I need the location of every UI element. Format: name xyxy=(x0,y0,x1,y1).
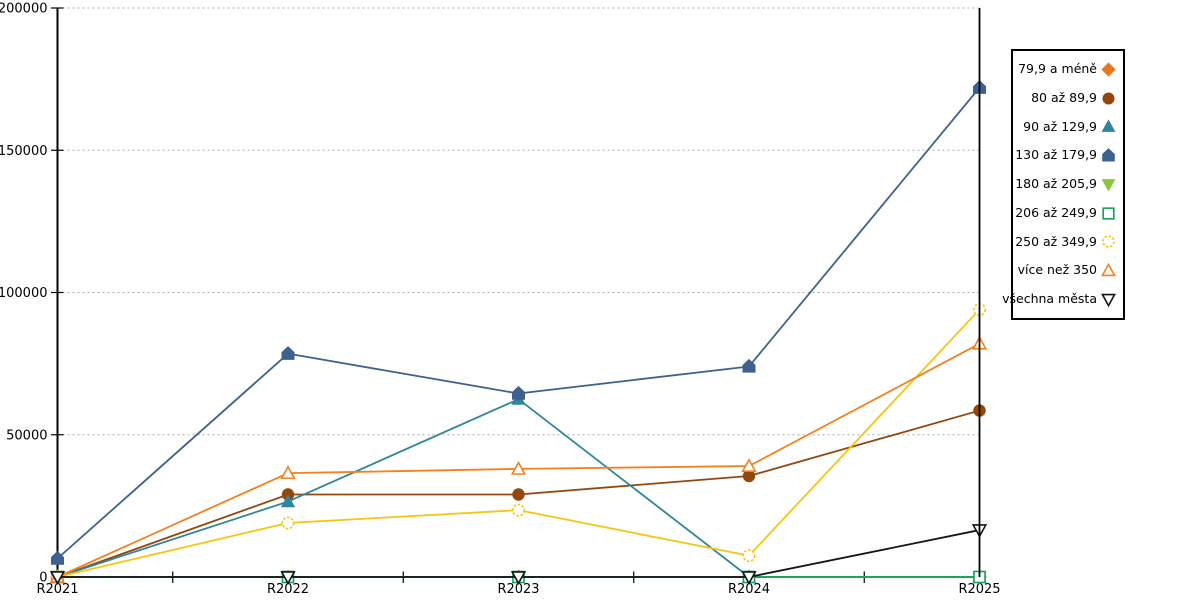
data-point-marker xyxy=(49,571,66,585)
legend-item: 250 až 349,9 xyxy=(1015,233,1116,249)
x-axis-label: R2022 xyxy=(267,582,309,597)
triangle-up-marker-icon xyxy=(1101,263,1116,277)
diamond-marker-icon xyxy=(1101,62,1116,77)
circle-marker-icon xyxy=(1102,235,1115,249)
data-point-marker xyxy=(511,503,525,517)
legend-marker-shape xyxy=(1101,263,1116,277)
chart-legend: 79,9 a méně 80 až 89,9 90 až 129,9 130 až 1… xyxy=(1002,49,1125,320)
circle-marker-icon xyxy=(1102,92,1115,105)
square-marker-icon xyxy=(1102,207,1115,220)
legend-item-label: 250 až 349,9 xyxy=(1015,233,1097,249)
legend-item-label: 130 až 179,9 xyxy=(1015,147,1097,163)
legend-item-label: 79,9 a méně xyxy=(1018,61,1097,77)
y-axis-label: 100000 xyxy=(0,286,48,301)
pentagon-marker-icon xyxy=(1102,148,1115,162)
y-axis-label: 150000 xyxy=(0,144,48,159)
legend-item: více než 350 xyxy=(1017,263,1116,278)
triangle-down-marker-icon xyxy=(1101,293,1116,307)
legend-marker-shape xyxy=(1101,293,1116,307)
data-point-marker xyxy=(512,385,525,400)
series-line xyxy=(57,342,980,578)
legend-marker-shape xyxy=(1101,119,1116,133)
legend-item-label: 90 až 129,9 xyxy=(1023,118,1097,134)
legend-item-label: více než 350 xyxy=(1017,262,1097,278)
y-axis-label: 200000 xyxy=(0,2,48,17)
legend-item-label: 80 až 89,9 xyxy=(1031,89,1097,105)
data-point-marker xyxy=(51,550,64,565)
legend-marker-shape xyxy=(1102,148,1115,162)
triangle-up-marker-icon xyxy=(1101,119,1116,133)
y-axis-label: 0 xyxy=(39,571,47,586)
data-point-marker xyxy=(280,465,296,480)
legend-item-label: 206 až 249,9 xyxy=(1015,204,1097,220)
x-axis-label: R2024 xyxy=(728,582,770,597)
data-point-marker xyxy=(742,358,756,373)
data-point-marker xyxy=(742,469,756,483)
series-line xyxy=(57,308,981,578)
x-axis-label: R2025 xyxy=(958,582,1000,597)
data-point-marker xyxy=(512,488,525,501)
data-point-marker xyxy=(510,460,527,475)
x-axis-label: R2021 xyxy=(36,582,78,597)
legend-item-label: 180 až 205,9 xyxy=(1015,176,1097,192)
legend-item: 180 až 205,9 xyxy=(1015,176,1116,192)
x-axis-label: R2023 xyxy=(497,582,539,597)
legend-item-label: všechna města xyxy=(1002,291,1097,307)
data-point-marker xyxy=(742,549,756,563)
series-line xyxy=(57,398,980,578)
legend-item: všechna města xyxy=(1002,292,1116,307)
data-point-marker xyxy=(280,494,296,508)
legend-item: 206 až 249,9 xyxy=(1015,204,1116,221)
data-point-marker xyxy=(280,571,296,585)
series-line xyxy=(56,87,981,560)
data-point-marker xyxy=(510,571,527,585)
legend-marker-shape xyxy=(1101,179,1116,192)
legend-marker-shape xyxy=(1102,207,1115,220)
legend-item: 130 až 179,9 xyxy=(1015,147,1116,163)
legend-marker-shape xyxy=(1101,62,1116,77)
legend-marker-shape xyxy=(1102,92,1115,105)
triangle-down-marker-icon xyxy=(1101,179,1116,192)
data-point-marker xyxy=(281,516,295,530)
legend-item: 79,9 a méně xyxy=(1017,62,1116,77)
data-point-marker xyxy=(741,571,757,585)
legend-item: 80 až 89,9 xyxy=(1017,91,1116,106)
data-point-marker xyxy=(741,458,757,472)
data-point-marker xyxy=(281,346,295,360)
legend-item: 90 až 129,9 xyxy=(1017,119,1116,134)
legend-marker-shape xyxy=(1102,235,1115,249)
y-axis-label: 50000 xyxy=(6,428,47,443)
